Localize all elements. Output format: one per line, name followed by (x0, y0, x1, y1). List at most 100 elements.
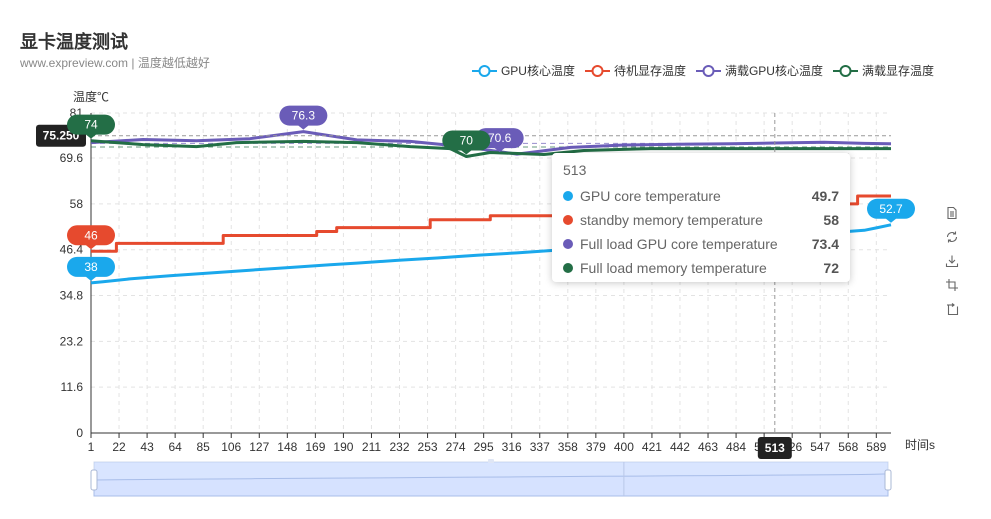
legend-item-load-gpu[interactable]: 满载GPU核心温度 (695, 62, 823, 79)
x-tick-label: 274 (446, 440, 466, 454)
markpoint-pin (67, 256, 115, 281)
markpoint-label: 74 (84, 118, 98, 132)
legend-item-standby[interactable]: 待机显存温度 (584, 62, 686, 79)
tooltip-series-name: Full load GPU core temperature (580, 236, 778, 252)
markpoint-pin (867, 198, 915, 223)
y-tick-label: 23.2 (60, 334, 84, 348)
markpoint-label: 70.6 (488, 131, 512, 145)
legend-line-icon (471, 64, 497, 77)
x-tick-label: 85 (197, 440, 211, 454)
x-tick-label: 589 (866, 440, 886, 454)
chart-subtitle: www.expreview.com | 温度越低越好 (20, 56, 210, 70)
tooltip-header: 513 (563, 162, 587, 178)
x-tick-label: 379 (586, 440, 606, 454)
data-zoom-handle-left[interactable] (90, 469, 98, 491)
y-tick-label: 58 (70, 197, 84, 211)
restore-icon[interactable] (945, 230, 959, 244)
tooltip-dot (563, 191, 573, 201)
legend-label: 满载显存温度 (861, 64, 934, 78)
x-tick-label: 106 (221, 440, 241, 454)
x-tick-label: 421 (642, 440, 662, 454)
zoom-reset-icon[interactable] (945, 302, 959, 316)
data-zoom-slider (90, 459, 892, 497)
tooltip-value: 73.4 (811, 236, 839, 252)
markpoint-pin (442, 130, 491, 155)
x-tick-label: 358 (558, 440, 578, 454)
legend-label: 待机显存温度 (613, 64, 686, 78)
markpoint-pin (67, 225, 115, 250)
tooltip-row: standby memory temperature 58 (563, 208, 839, 232)
markpoint-standby-min: 46 (67, 225, 115, 250)
tooltip-dot (563, 239, 573, 249)
tooltip: 513 GPU core temperature 49.7 standby me… (552, 153, 850, 282)
x-tick-label: 442 (670, 440, 690, 454)
legend-item-gpu[interactable]: GPU核心温度 (471, 62, 575, 79)
x-tick-label: 169 (305, 440, 325, 454)
tooltip-value: 72 (823, 260, 839, 276)
chart-title: 显卡温度测试 (20, 32, 128, 52)
tooltip-value: 49.7 (811, 188, 839, 204)
x-tick-label: 316 (502, 440, 522, 454)
legend-item-load-memory[interactable]: 满载显存温度 (832, 62, 934, 79)
markpoint-label: 70 (460, 133, 474, 147)
x-tick-label: 22 (112, 440, 126, 454)
x-tick-label: 484 (726, 440, 746, 454)
x-axis-title: 时间s (905, 438, 935, 452)
y-tick-label: 0 (76, 426, 83, 440)
x-tick-label: 1 (88, 440, 95, 454)
markpoint-gpu-min: 38 (67, 256, 115, 281)
x-tick-label: 43 (140, 440, 154, 454)
x-tick-label: 127 (249, 440, 269, 454)
x-tick-label: 253 (418, 440, 438, 454)
markpoint-pin (67, 114, 116, 139)
x-tick-label: 568 (838, 440, 858, 454)
y-axis-title: 温度℃ (73, 89, 109, 104)
legend-line-icon (832, 64, 858, 77)
data-zoom-handle-right[interactable] (884, 469, 892, 491)
y-tick-label: 69.6 (60, 151, 84, 165)
axis-pointer-x-label: 513 (765, 441, 785, 455)
tooltip-series-name: standby memory temperature (580, 212, 763, 228)
save-image-icon[interactable] (945, 254, 959, 268)
markpoint-loadgpu-max: 76.3 (279, 105, 328, 130)
data-view-icon[interactable] (945, 206, 959, 220)
x-tick-label: 463 (698, 440, 718, 454)
data-zoom-overview-area (93, 473, 889, 497)
tooltip-series-name: Full load memory temperature (580, 260, 767, 276)
markpoint-label: 52.7 (879, 202, 903, 216)
toolbox (945, 206, 959, 316)
axis-pointer-y-label: 75.250 (43, 129, 80, 143)
axis-pointer-x-badge-bg (757, 437, 792, 459)
data-zoom-move-handle[interactable] (488, 459, 494, 463)
y-tick-label: 46.4 (60, 243, 84, 257)
x-tick-label: 190 (333, 440, 353, 454)
tooltip-dot (563, 215, 573, 225)
x-tick-label: 400 (614, 440, 634, 454)
x-tick-label: 64 (168, 440, 182, 454)
legend: GPU核心温度 待机显存温度 满载GPU核心温度 满载显存温度 (471, 62, 934, 79)
tooltip-row: GPU core temperature 49.7 (563, 184, 839, 208)
y-tick-label: 11.6 (61, 380, 84, 394)
markpoint-label: 46 (84, 228, 98, 242)
markpoint-loadmem-min: 70 (442, 130, 491, 155)
markpoint-label: 76.3 (292, 109, 316, 123)
legend-line-icon (584, 64, 610, 77)
x-tick-label: 295 (474, 440, 494, 454)
y-tick-label: 34.8 (60, 289, 84, 303)
tooltip-value: 58 (823, 212, 839, 228)
legend-line-icon (695, 64, 721, 77)
x-tick-label: 148 (277, 440, 297, 454)
axis-pointer-x-badge: 513 (757, 437, 792, 459)
tooltip-row: Full load memory temperature 72 (563, 256, 839, 280)
x-tick-label: 337 (530, 440, 550, 454)
tooltip-row: Full load GPU core temperature 73.4 (563, 232, 839, 256)
markpoint-pin (279, 105, 328, 130)
markpoint-loadmem-max: 74 (67, 114, 116, 139)
markpoint-label: 38 (84, 260, 98, 274)
tooltip-dot (563, 263, 573, 273)
series-line-loadmem (90, 139, 891, 158)
legend-label: GPU核心温度 (500, 64, 575, 78)
x-tick-label: 547 (810, 440, 830, 454)
zoom-icon[interactable] (945, 278, 959, 292)
x-tick-label: 211 (362, 440, 381, 454)
